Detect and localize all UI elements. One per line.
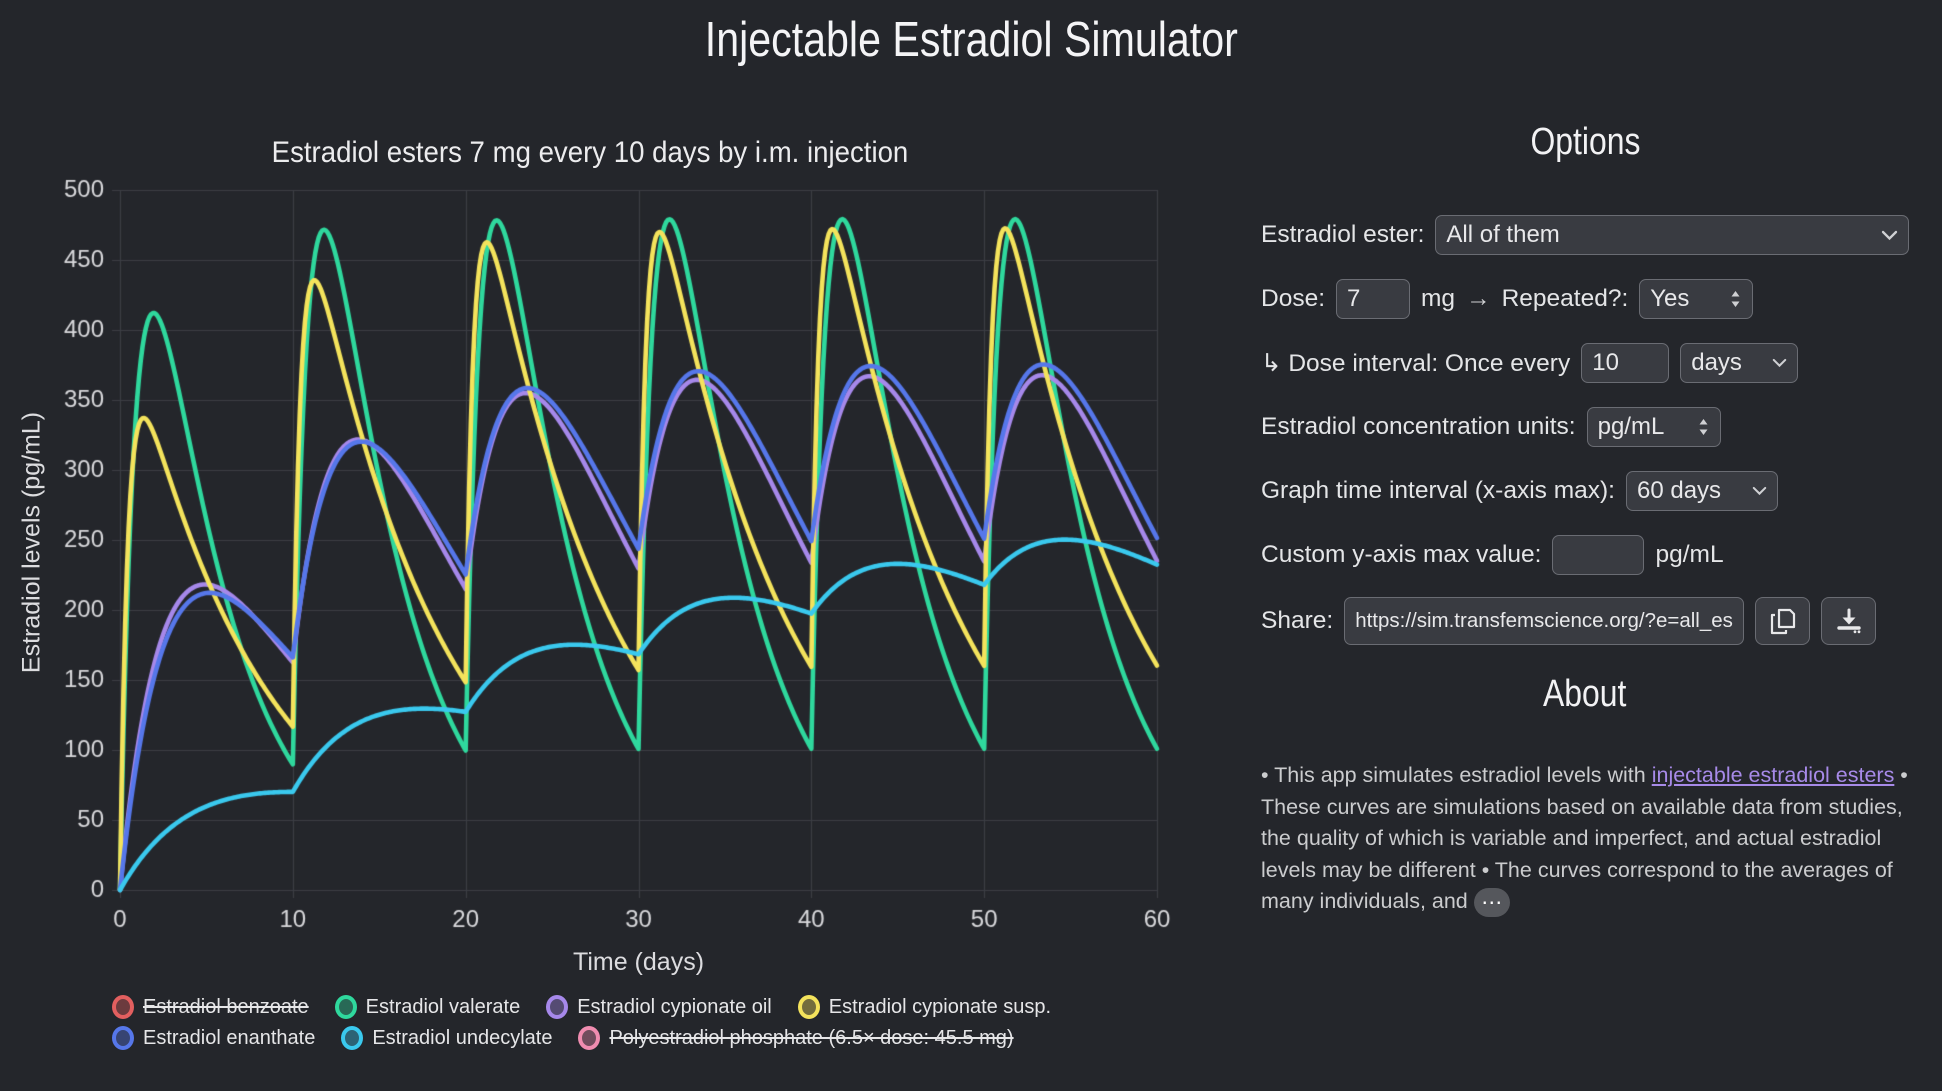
units-select[interactable]: pg/mL (1586, 407, 1721, 447)
legend-marker-icon (112, 995, 134, 1019)
ymax-input[interactable] (1552, 535, 1645, 575)
download-image-button[interactable] (1821, 597, 1877, 645)
dose-unit: mg (1421, 285, 1456, 312)
legend-marker-icon (578, 1026, 601, 1050)
legend-item[interactable]: Polyestradiol phosphate (6.5× dose: 45.5… (578, 1026, 1014, 1050)
interval-label: ↳ Dose interval: Once every (1261, 350, 1571, 377)
expand-about-button[interactable]: ⋯ (1473, 887, 1510, 917)
ester-label: Estradiol ester: (1261, 221, 1425, 248)
ymax-label: Custom y-axis max value: (1261, 541, 1542, 568)
share-url-input[interactable] (1344, 597, 1745, 645)
repeated-label: Repeated?: (1501, 285, 1629, 312)
legend-marker-icon (334, 995, 357, 1019)
legend-marker-icon (341, 1026, 364, 1050)
about-text-body: • These curves are simulations based on … (1261, 763, 1908, 913)
legend-label: Polyestradiol phosphate (6.5× dose: 45.5… (609, 1026, 1014, 1049)
about-heading: About (1543, 673, 1627, 715)
chevron-down-icon (1772, 358, 1787, 368)
copy-link-button[interactable] (1755, 597, 1811, 645)
interval-row: ↳ Dose interval: Once every days (1261, 343, 1799, 383)
legend-label: Estradiol cypionate oil (577, 995, 772, 1018)
x-axis-label: Time (days) (572, 948, 705, 976)
dose-input[interactable] (1336, 279, 1411, 319)
share-row: Share: (1261, 597, 1877, 645)
options-heading: Options (1529, 121, 1641, 163)
ellipsis-icon: ⋯ (1481, 890, 1503, 914)
ester-row: Estradiol ester: All of them (1261, 215, 1909, 255)
legend-row: Estradiol enanthate Estradiol undecylate P… (112, 1026, 1051, 1050)
page-title: Injectable Estradiol Simulator (704, 13, 1238, 67)
about-text-lead: • This app simulates estradiol levels wi… (1261, 763, 1652, 787)
units-label: Estradiol concentration units: (1261, 413, 1576, 440)
ymax-unit: pg/mL (1655, 541, 1724, 568)
legend-item[interactable]: Estradiol benzoate (112, 995, 309, 1019)
ester-select[interactable]: All of them (1435, 215, 1909, 255)
legend-item[interactable]: Estradiol cypionate oil (546, 995, 772, 1019)
legend-marker-icon (797, 995, 820, 1019)
injectable-esters-link[interactable]: injectable estradiol esters (1651, 763, 1895, 787)
repeated-select[interactable]: Yes (1639, 279, 1754, 319)
interval-unit-select[interactable]: days (1680, 343, 1799, 383)
graph-interval-label: Graph time interval (x-axis max): (1261, 477, 1615, 504)
dose-row: Dose: mg → Repeated?: Yes (1261, 279, 1754, 319)
updown-arrows-icon (1731, 291, 1740, 307)
legend-label: Estradiol undecylate (372, 1026, 553, 1049)
ymax-row: Custom y-axis max value: pg/mL (1261, 535, 1724, 575)
share-label: Share: (1261, 607, 1334, 634)
copy-icon (1770, 608, 1795, 635)
legend-item[interactable]: Estradiol undecylate (341, 1026, 552, 1050)
chevron-down-icon (1881, 230, 1898, 240)
units-row: Estradiol concentration units: pg/mL (1261, 407, 1721, 447)
legend-marker-icon (112, 1026, 134, 1050)
interval-input[interactable] (1581, 343, 1670, 383)
graph-interval-select[interactable]: 60 days (1625, 471, 1778, 511)
arrow-glyph: → (1466, 285, 1491, 312)
legend-label: Estradiol benzoate (143, 995, 309, 1018)
graph-interval-row: Graph time interval (x-axis max): 60 day… (1261, 471, 1778, 511)
legend-marker-icon (546, 995, 569, 1019)
legend-label: Estradiol cypionate susp. (828, 995, 1052, 1018)
legend-label: Estradiol valerate (365, 995, 521, 1018)
legend-row: Estradiol benzoate Estradiol valerate Estr… (112, 995, 1051, 1019)
about-text: • This app simulates estradiol levels wi… (1261, 760, 1913, 918)
estradiol-level-chart[interactable] (0, 160, 1180, 940)
legend-label: Estradiol enanthate (143, 1026, 316, 1049)
legend-item[interactable]: Estradiol cypionate susp. (797, 995, 1052, 1019)
chevron-down-icon (1752, 486, 1767, 496)
legend-item[interactable]: Estradiol enanthate (112, 1026, 315, 1050)
download-icon (1836, 608, 1861, 634)
dose-label: Dose: (1261, 285, 1326, 312)
legend-item[interactable]: Estradiol valerate (334, 995, 521, 1019)
updown-arrows-icon (1699, 419, 1708, 435)
chart-legend: Estradiol benzoate Estradiol valerate Estr… (112, 995, 1051, 1050)
